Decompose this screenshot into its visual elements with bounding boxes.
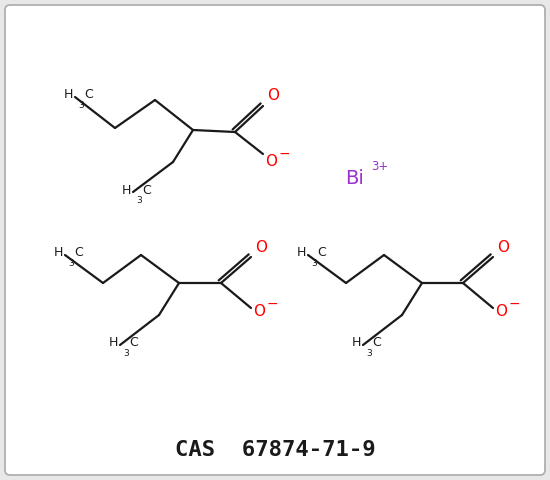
Text: O: O — [255, 240, 267, 254]
Text: O: O — [267, 88, 279, 104]
Text: 3: 3 — [366, 349, 372, 358]
Text: O: O — [265, 155, 277, 169]
Text: C: C — [317, 247, 326, 260]
Text: C: C — [142, 183, 151, 196]
Text: H: H — [122, 183, 131, 196]
Text: Bi: Bi — [345, 168, 364, 188]
Text: C: C — [129, 336, 138, 349]
Text: H: H — [54, 247, 63, 260]
Text: C: C — [74, 247, 82, 260]
Text: −: − — [279, 147, 290, 161]
Text: C: C — [372, 336, 381, 349]
Text: 3: 3 — [311, 259, 317, 268]
Text: H: H — [351, 336, 361, 349]
FancyBboxPatch shape — [5, 5, 545, 475]
Text: −: − — [267, 297, 279, 311]
Text: O: O — [497, 240, 509, 254]
Text: H: H — [64, 88, 73, 101]
Text: C: C — [84, 88, 93, 101]
Text: CAS  67874-71-9: CAS 67874-71-9 — [175, 440, 375, 460]
Text: 3+: 3+ — [371, 160, 388, 173]
Text: O: O — [495, 304, 507, 320]
Text: 3: 3 — [78, 101, 84, 110]
Text: −: − — [509, 297, 521, 311]
Text: O: O — [253, 304, 265, 320]
Text: 3: 3 — [68, 259, 74, 268]
Text: H: H — [109, 336, 118, 349]
Text: 3: 3 — [136, 196, 142, 205]
Text: 3: 3 — [123, 349, 129, 358]
Text: H: H — [296, 247, 306, 260]
